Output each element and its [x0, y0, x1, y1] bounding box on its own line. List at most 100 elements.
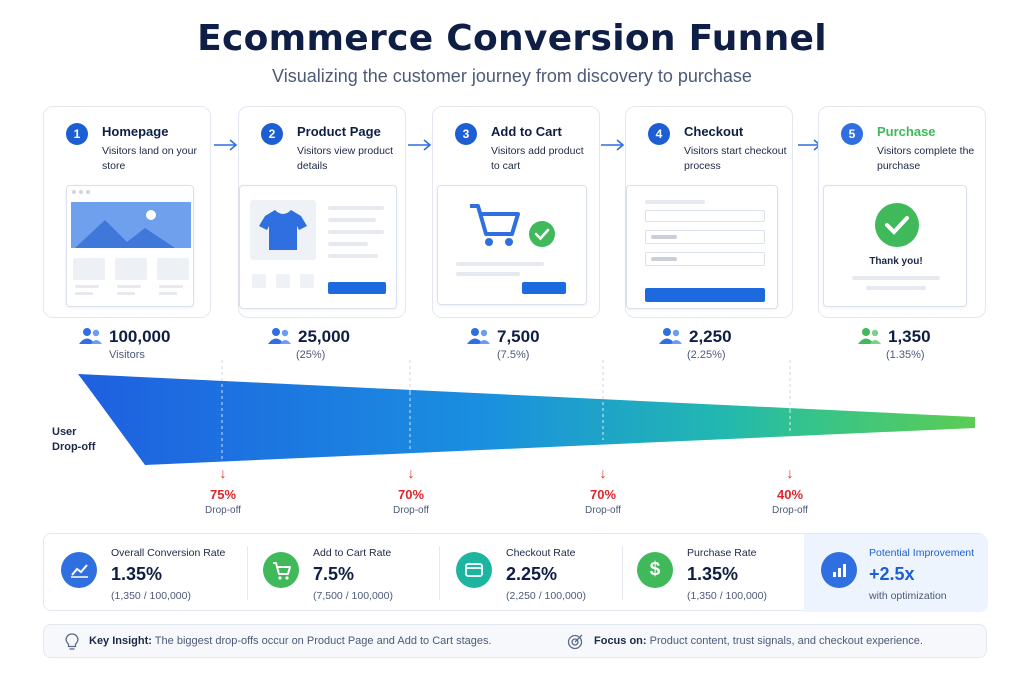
target-icon	[567, 634, 583, 650]
key-insight-text: Key Insight: The biggest drop-offs occur…	[89, 635, 492, 647]
arrow-down-icon: ↓	[599, 465, 607, 481]
stage-card-add-to-cart: 3 Add to Cart Visitors add product to ca…	[432, 106, 600, 318]
potential-improvement: Potential Improvement +2.5x with optimiz…	[804, 534, 988, 612]
stage-number: 3	[455, 123, 477, 145]
stat-subtext: with optimization	[869, 590, 947, 602]
purchase-mockup: Thank you!	[823, 185, 967, 307]
metric-subtext: (7.5%)	[497, 349, 530, 361]
stat-value: 1.35%	[111, 564, 163, 584]
cart-icon	[263, 552, 299, 588]
stage-description: Visitors start checkout process	[684, 145, 787, 172]
arrow-down-icon: ↓	[786, 465, 794, 481]
users-icon	[858, 328, 881, 344]
stat-value: 1.35%	[687, 564, 739, 584]
stat-subtext: (2,250 / 100,000)	[506, 590, 586, 602]
page-title: Ecommerce Conversion Funnel	[197, 18, 827, 59]
checkout-mockup	[626, 185, 778, 309]
focus-text: Focus on: Product content, trust signals…	[594, 635, 923, 647]
stat-subtext: (1,350 / 100,000)	[687, 590, 767, 602]
stage-description: Visitors add product to cart	[491, 145, 584, 172]
thank-you-text: Thank you!	[869, 256, 923, 267]
tshirt-icon	[259, 210, 307, 250]
dropoff-percent: 70%	[589, 487, 617, 502]
stage-card-product-page: 2 Product Page Visitors view product det…	[238, 106, 406, 318]
homepage-mockup	[66, 185, 194, 307]
arrow-down-icon: ↓	[219, 465, 227, 481]
users-icon	[268, 328, 291, 344]
stat-value: 2.25%	[506, 564, 558, 584]
trend-chart-icon	[61, 552, 97, 588]
dropoff-label: Drop-off	[205, 505, 241, 516]
dropoff-percent: 75%	[209, 487, 237, 502]
shopping-cart-icon	[470, 204, 520, 246]
funnel-label: User Drop-off	[52, 426, 96, 453]
stat-subtext: (1,350 / 100,000)	[111, 590, 191, 602]
funnel-shape	[78, 360, 975, 465]
stats-panel: Overall Conversion Rate 1.35% (1,350 / 1…	[43, 533, 988, 612]
stage-description: Visitors complete the purchase	[877, 145, 975, 172]
add-to-cart-mockup	[437, 185, 587, 305]
stage-card-purchase: 5 Purchase Visitors complete the purchas…	[818, 106, 986, 318]
metric-value: 25,000	[298, 327, 350, 346]
users-icon	[79, 328, 102, 344]
dollar-icon: $	[637, 552, 673, 588]
dropoff-marker: ↓ 75% Drop-off	[193, 465, 253, 516]
users-icon	[467, 328, 490, 344]
users-icon	[659, 328, 682, 344]
hero-image-icon	[71, 202, 191, 248]
stat-checkout-rate: Checkout Rate 2.25% (2,250 / 100,000)	[456, 534, 636, 612]
dropoff-marker: ↓ 70% Drop-off	[381, 465, 441, 516]
stage-title: Add to Cart	[491, 124, 562, 139]
stage-number: 4	[648, 123, 670, 145]
stage-card-checkout: 4 Checkout Visitors start checkout proce…	[625, 106, 793, 318]
stage-title: Homepage	[102, 124, 169, 139]
dropoff-label: Drop-off	[585, 505, 621, 516]
metric-subtext: (1.35%)	[886, 349, 925, 361]
dropoff-marker: ↓ 40% Drop-off	[760, 465, 820, 516]
stat-title: Overall Conversion Rate	[111, 547, 226, 559]
stat-title: Checkout Rate	[506, 547, 576, 559]
dropoff-label: Drop-off	[772, 505, 808, 516]
stage-description: Visitors land on your store	[102, 145, 197, 172]
metric-subtext: (25%)	[296, 349, 326, 361]
stage-title: Purchase	[877, 124, 936, 139]
lightbulb-icon	[65, 633, 79, 650]
stat-purchase-rate: $ Purchase Rate 1.35% (1,350 / 100,000)	[637, 534, 797, 612]
dropoff-label: Drop-off	[393, 505, 429, 516]
stage-number: 2	[261, 123, 283, 145]
credit-card-icon	[456, 552, 492, 588]
stage-number: 1	[66, 123, 88, 145]
divider	[622, 546, 623, 600]
stage-number: 5	[841, 123, 863, 145]
arrow-right-icon	[408, 139, 432, 151]
metric-value: 7,500	[497, 327, 540, 346]
stat-title: Purchase Rate	[687, 547, 757, 559]
check-circle-icon	[875, 203, 919, 247]
bar-chart-icon	[821, 552, 857, 588]
dropoff-percent: 70%	[397, 487, 425, 502]
divider	[247, 546, 248, 600]
arrow-down-icon: ↓	[407, 465, 415, 481]
product-page-mockup	[239, 185, 397, 309]
metric-subtext: (2.25%)	[687, 349, 726, 361]
stat-title: Add to Cart Rate	[313, 547, 392, 559]
check-circle-icon	[529, 221, 555, 247]
stat-overall-conversion: Overall Conversion Rate 1.35% (1,350 / 1…	[61, 534, 251, 612]
arrow-right-icon	[214, 139, 238, 151]
arrow-right-icon	[601, 139, 625, 151]
metric-value: 2,250	[689, 327, 732, 346]
dropoff-percent: 40%	[776, 487, 804, 502]
dropoff-marker: ↓ 70% Drop-off	[573, 465, 633, 516]
stage-description: Visitors view product details	[297, 145, 394, 172]
divider	[439, 546, 440, 600]
stage-title: Product Page	[297, 124, 381, 139]
page-subtitle: Visualizing the customer journey from di…	[272, 66, 752, 86]
stat-title: Potential Improvement	[869, 547, 975, 559]
metric-value: 1,350	[888, 327, 931, 346]
metric-value: 100,000	[109, 327, 171, 346]
stat-add-to-cart-rate: Add to Cart Rate 7.5% (7,500 / 100,000)	[263, 534, 443, 612]
stage-title: Checkout	[684, 124, 744, 139]
stat-subtext: (7,500 / 100,000)	[313, 590, 393, 602]
stage-card-homepage: 1 Homepage Visitors land on your store	[43, 106, 211, 318]
stat-value: +2.5x	[869, 564, 915, 584]
